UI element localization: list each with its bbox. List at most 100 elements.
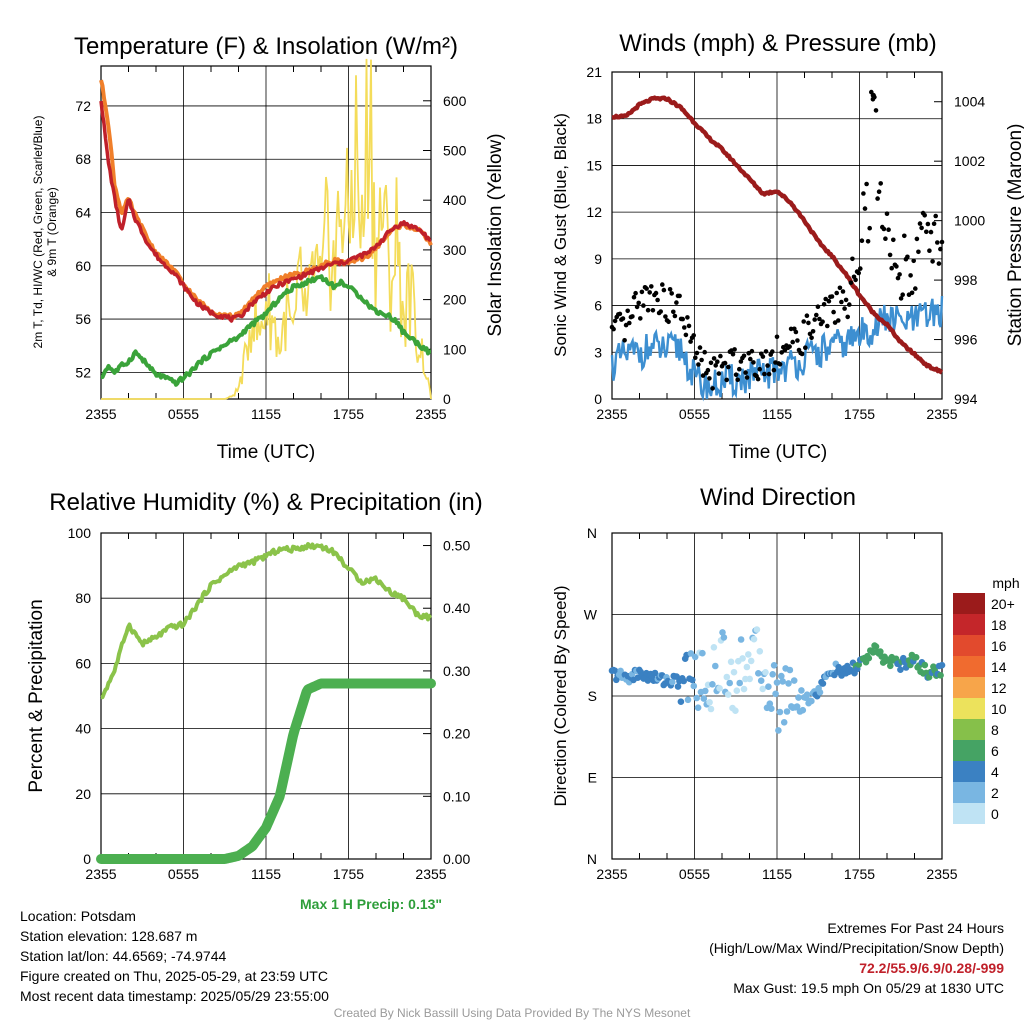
- relative-humidity-line: [100, 542, 433, 700]
- gust-point: [730, 351, 736, 357]
- gust-point: [887, 252, 893, 258]
- dir-chart-title: Wind Direction: [700, 484, 856, 511]
- direction-point: [739, 655, 746, 662]
- gust-point: [666, 319, 671, 325]
- direction-point: [757, 677, 765, 684]
- gust-point: [823, 296, 828, 302]
- direction-point: [753, 626, 761, 633]
- gust-point: [821, 302, 827, 307]
- gust-point: [661, 287, 667, 293]
- direction-point: [759, 685, 766, 693]
- temp-y2-tick-label: 100: [443, 341, 467, 357]
- gust-point: [834, 290, 839, 296]
- wind-x-axis-label: Time (UTC): [729, 442, 828, 463]
- direction-point: [762, 669, 769, 676]
- gust-point: [762, 371, 767, 377]
- wind-chart-title: Winds (mph) & Pressure (mb): [619, 30, 936, 57]
- gust-point: [636, 300, 641, 306]
- direction-point: [921, 661, 929, 669]
- rh-y2-tick-label: 0.40: [443, 600, 470, 616]
- gust-point: [620, 316, 626, 321]
- speed-legend-swatch: [953, 677, 985, 698]
- temp-y2-tick-label: 200: [443, 292, 467, 308]
- gust-point: [708, 360, 714, 366]
- gust-point: [774, 334, 780, 340]
- direction-point: [684, 696, 692, 704]
- speed-legend-label: 0: [991, 806, 999, 822]
- gust-point: [790, 339, 795, 345]
- direction-point: [772, 690, 779, 698]
- location-text: Location: Potsdam: [20, 908, 136, 924]
- direction-point: [617, 667, 624, 675]
- gust-point: [744, 375, 750, 380]
- dir-y-tick-label: N: [587, 525, 597, 541]
- gust-point: [859, 238, 865, 243]
- direction-point: [790, 677, 798, 684]
- gust-point: [815, 304, 821, 310]
- direction-point: [611, 667, 619, 674]
- temp-x-tick-label: 1155: [251, 406, 281, 422]
- created-text: Figure created on Thu, 2025-05-29, at 23…: [20, 968, 328, 984]
- direction-point: [938, 661, 946, 669]
- rh-y-tick-label: 80: [75, 590, 91, 606]
- gust-point: [699, 357, 704, 363]
- rh-x-tick-label: 1755: [333, 866, 364, 882]
- gust-point: [853, 277, 858, 283]
- gust-point: [777, 362, 783, 367]
- precipitation-line: [96, 678, 436, 864]
- wind-x-tick-label: 2355: [926, 406, 957, 422]
- direction-point: [740, 685, 748, 693]
- speed-legend-label: 12: [991, 680, 1007, 696]
- dir-x-tick-label: 1755: [844, 866, 875, 882]
- gust-point: [922, 213, 927, 218]
- temp-x-tick-label: 2355: [85, 406, 116, 422]
- gust-point: [625, 308, 630, 314]
- gust-point: [886, 227, 891, 232]
- gust-point: [700, 373, 706, 378]
- temp-y-tick-label: 72: [75, 98, 91, 114]
- gust-point: [917, 221, 923, 226]
- direction-point: [755, 670, 762, 677]
- gust-point: [935, 240, 940, 245]
- dir-y-tick-label: N: [587, 851, 597, 867]
- gust-point: [848, 280, 854, 286]
- gust-point: [793, 329, 799, 335]
- gust-point: [765, 363, 770, 368]
- temp-y2-tick-label: 500: [443, 142, 467, 158]
- direction-point: [694, 704, 702, 711]
- gust-point: [718, 353, 723, 359]
- max-gust-point: [870, 92, 876, 98]
- gust-point: [682, 325, 687, 330]
- gust-point: [726, 364, 731, 370]
- gust-point: [875, 196, 880, 201]
- gust-point: [655, 297, 660, 303]
- gust-point: [803, 345, 808, 351]
- direction-point: [773, 679, 781, 686]
- gust-point: [933, 213, 938, 219]
- temp-y-axis-label-line2: & 9m T (Orange): [45, 187, 59, 277]
- gust-point: [649, 284, 654, 289]
- wind-x-tick-label: 0555: [679, 406, 710, 422]
- gust-point: [845, 314, 850, 320]
- gust-point: [735, 377, 740, 383]
- direction-point: [689, 676, 696, 684]
- gust-point: [707, 376, 712, 381]
- gust-point: [627, 320, 632, 326]
- gust-point: [645, 307, 651, 313]
- gust-point: [782, 347, 788, 353]
- speed-legend-label: 14: [991, 659, 1007, 675]
- gust-point: [716, 371, 722, 376]
- gust-point: [633, 290, 638, 296]
- gust-point: [810, 329, 816, 334]
- gust-point: [876, 189, 882, 194]
- direction-point: [865, 654, 873, 662]
- gust-point: [644, 286, 649, 291]
- direction-point: [732, 707, 739, 714]
- gust-point: [715, 359, 720, 365]
- direction-point: [709, 681, 716, 688]
- speed-legend-label: 2: [991, 785, 999, 801]
- gust-point: [900, 292, 905, 298]
- speed-legend-swatch: [953, 803, 985, 824]
- gust-point: [622, 338, 627, 343]
- gust-point: [766, 371, 772, 377]
